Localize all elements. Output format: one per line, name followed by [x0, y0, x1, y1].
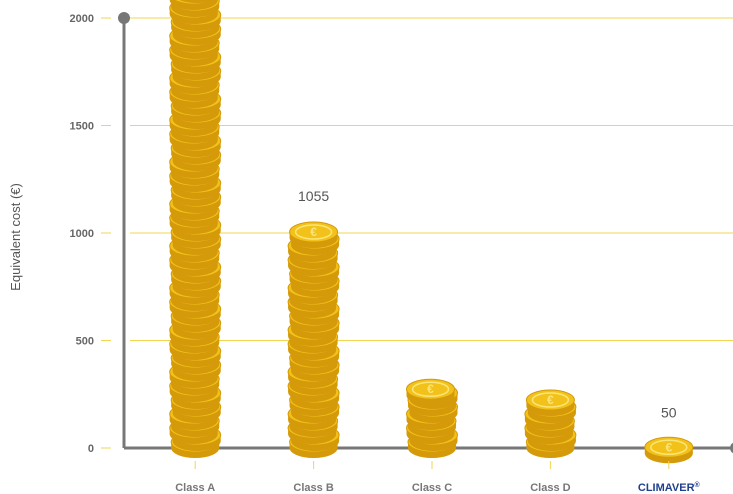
x-axis-end-dot [730, 442, 733, 454]
x-tick-label: Class B [293, 482, 333, 494]
y-axis-label: Equivalent cost (€) [8, 183, 23, 291]
data-label: 50 [661, 404, 677, 420]
bar-class-a: € [169, 0, 222, 458]
y-tick-label: 2000 [70, 13, 94, 25]
euro-symbol: € [547, 393, 554, 407]
coin-rim [531, 392, 570, 408]
y-tick-label: 1500 [70, 121, 94, 133]
x-tick-label: CLIMAVER® [638, 481, 701, 494]
y-tick-label: 500 [76, 336, 94, 348]
bar-class-c: € [406, 378, 458, 458]
bar-class-d: € [524, 389, 577, 458]
registered-mark: ® [695, 481, 701, 489]
x-tick-label: Class A [175, 482, 215, 494]
tick-labels: 0500100015002000250030003500Class AClass… [70, 13, 701, 494]
coin-rim [650, 439, 688, 455]
coin-side [179, 0, 214, 3]
coin-rim [411, 381, 450, 397]
x-tick-label: Class D [530, 482, 570, 494]
euro-symbol: € [427, 382, 434, 396]
bar-class-b: € [287, 221, 340, 458]
y-tick-label: 0 [88, 443, 94, 455]
y-tick-label: 1000 [70, 228, 94, 240]
coin-bars: € € € € € [169, 0, 694, 464]
data-label: 1055 [298, 188, 329, 204]
coin-rim [294, 224, 333, 240]
gridlines [101, 17, 733, 449]
bar-climaver: € [644, 436, 694, 464]
y-axis-end-dot [118, 12, 130, 24]
x-tick-label: Class C [412, 482, 452, 494]
euro-symbol: € [310, 225, 317, 239]
euro-symbol: € [665, 440, 672, 454]
